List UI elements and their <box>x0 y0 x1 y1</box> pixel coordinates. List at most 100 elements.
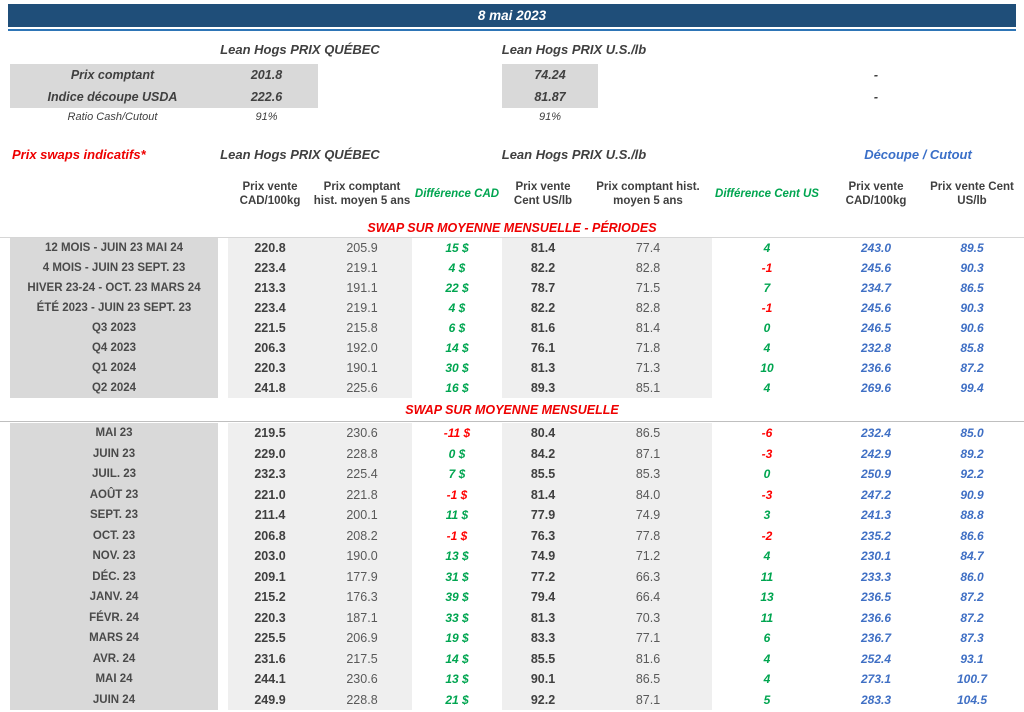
row-label: 4 MOIS - JUIN 23 SEPT. 23 <box>10 258 218 278</box>
cell-prix-vente-cad: 209.1 <box>228 566 312 587</box>
cell-prix-comptant-hist-cad: 191.1 <box>312 278 412 298</box>
cell-prix-comptant-hist-cad: 225.6 <box>312 378 412 398</box>
cell-prix-vente-cad: 225.5 <box>228 628 312 649</box>
cell-prix-comptant-hist-us: 86.5 <box>584 669 712 690</box>
row-label: OCT. 23 <box>10 525 218 546</box>
summary-value-us: 74.24 <box>502 64 598 86</box>
summary-value-us: 81.87 <box>502 86 598 108</box>
cell-cutout-cad: 245.6 <box>860 301 892 315</box>
cell-cutout-cad: 236.7 <box>860 631 892 646</box>
cell-prix-vente-cad: 220.8 <box>228 238 312 258</box>
cell-difference-us: 4 <box>763 549 771 564</box>
table-row: AOÛT 23 221.0 221.8 -1 $ 81.4 84.0 -3 24… <box>10 484 1014 505</box>
cell-prix-comptant-hist-us: 71.2 <box>584 546 712 567</box>
cell-difference-cad: 13 $ <box>445 549 469 564</box>
cell-cutout-cad: 246.5 <box>860 321 892 335</box>
cell-prix-vente-us: 77.9 <box>502 505 584 526</box>
cell-cutout-cad: 273.1 <box>860 672 892 687</box>
cell-difference-cad: 39 $ <box>445 590 469 605</box>
cell-difference-us: 4 <box>763 241 771 255</box>
table-row: SEPT. 23 211.4 200.1 11 $ 77.9 74.9 3 24… <box>10 505 1014 526</box>
cell-difference-us: 7 <box>763 281 771 295</box>
cell-prix-vente-us: 82.2 <box>502 298 584 318</box>
cell-prix-vente-cad: 221.0 <box>228 484 312 505</box>
table-row: JUIN 24 249.9 228.8 21 $ 92.2 87.1 5 283… <box>10 689 1014 710</box>
cell-prix-vente-cad: 206.8 <box>228 525 312 546</box>
col-header-difference-us: Différence Cent US <box>715 187 819 200</box>
cell-difference-us: 4 <box>763 341 771 355</box>
col-header-cutout-us: Prix vente Cent US/lb <box>930 180 1014 207</box>
cell-prix-vente-cad: 220.3 <box>228 607 312 628</box>
row-label: JUIL. 23 <box>10 464 218 485</box>
section-header-periodes: SWAP SUR MOYENNE MENSUELLE - PÉRIODES <box>367 221 657 235</box>
swaps-title: Prix swaps indicatifs* <box>12 147 146 162</box>
cell-prix-comptant-hist-us: 71.3 <box>584 358 712 378</box>
cell-cutout-cad: 233.3 <box>860 569 892 584</box>
cell-difference-cad: 14 $ <box>445 651 469 666</box>
cell-prix-comptant-hist-cad: 176.3 <box>312 587 412 608</box>
table-row: NOV. 23 203.0 190.0 13 $ 74.9 71.2 4 230… <box>10 546 1014 567</box>
col-header-difference-cad: Différence CAD <box>414 187 500 200</box>
summary-value-quebec: 201.8 <box>215 64 318 86</box>
cell-cutout-us: 92.2 <box>960 467 984 482</box>
row-label: Q4 2023 <box>10 338 218 358</box>
cell-cutout-cad: 283.3 <box>860 692 892 707</box>
cell-prix-vente-cad: 215.2 <box>228 587 312 608</box>
cell-prix-vente-us: 81.4 <box>502 484 584 505</box>
row-label: MAI 23 <box>10 423 218 444</box>
cell-cutout-cad: 232.4 <box>860 426 892 441</box>
table-row: MAI 23 219.5 230.6 -11 $ 80.4 86.5 -6 23… <box>10 423 1014 444</box>
cell-prix-vente-cad: 231.6 <box>228 648 312 669</box>
cell-difference-cad: 6 $ <box>448 321 466 335</box>
summary-us-header: Lean Hogs PRIX U.S./lb <box>501 42 647 57</box>
table-row: MAI 24 244.1 230.6 13 $ 90.1 86.5 4 273.… <box>10 669 1014 690</box>
cell-prix-vente-us: 78.7 <box>502 278 584 298</box>
cell-prix-comptant-hist-cad: 192.0 <box>312 338 412 358</box>
cell-prix-comptant-hist-us: 70.3 <box>584 607 712 628</box>
row-label: FÉVR. 24 <box>10 607 218 628</box>
row-label: Q2 2024 <box>10 378 218 398</box>
cell-difference-us: -2 <box>761 528 773 543</box>
cell-prix-vente-us: 74.9 <box>502 546 584 567</box>
cell-prix-comptant-hist-cad: 177.9 <box>312 566 412 587</box>
cell-cutout-us: 87.2 <box>960 610 984 625</box>
cell-difference-cad: 16 $ <box>445 381 469 395</box>
cell-prix-vente-us: 89.3 <box>502 378 584 398</box>
cell-prix-comptant-hist-us: 77.8 <box>584 525 712 546</box>
cell-prix-vente-cad: 213.3 <box>228 278 312 298</box>
cell-difference-cad: 15 $ <box>445 241 469 255</box>
row-label: HIVER 23-24 - OCT. 23 MARS 24 <box>10 278 218 298</box>
summary-value-quebec: 222.6 <box>215 86 318 108</box>
cell-difference-us: 4 <box>763 651 771 666</box>
cell-prix-vente-us: 77.2 <box>502 566 584 587</box>
row-label: MARS 24 <box>10 628 218 649</box>
swap-table-periodes: 12 MOIS - JUIN 23 MAI 24 220.8 205.9 15 … <box>10 238 1014 398</box>
cell-cutout-cad: 245.6 <box>860 261 892 275</box>
cell-cutout-cad: 252.4 <box>860 651 892 666</box>
cell-difference-cad: 4 $ <box>448 261 466 275</box>
cell-prix-vente-us: 79.4 <box>502 587 584 608</box>
cell-difference-cad: 21 $ <box>445 692 469 707</box>
cell-prix-comptant-hist-cad: 187.1 <box>312 607 412 628</box>
cell-difference-us: 3 <box>763 508 771 523</box>
cell-prix-vente-us: 81.6 <box>502 318 584 338</box>
col-header-prix-vente-us: Prix vente Cent US/lb <box>513 180 573 207</box>
cell-cutout-us: 90.9 <box>960 487 984 502</box>
cell-difference-us: 4 <box>763 672 771 687</box>
cell-prix-vente-us: 76.1 <box>502 338 584 358</box>
section-header-mensuelle: SWAP SUR MOYENNE MENSUELLE <box>405 403 619 417</box>
cell-cutout-us: 84.7 <box>960 549 984 564</box>
table-row: Q4 2023 206.3 192.0 14 $ 76.1 71.8 4 232… <box>10 338 1014 358</box>
cell-difference-us: 4 <box>763 381 771 395</box>
cell-difference-cad: -1 $ <box>446 487 468 502</box>
cell-cutout-us: 85.0 <box>960 426 984 441</box>
cell-prix-comptant-hist-cad: 206.9 <box>312 628 412 649</box>
table-row: MARS 24 225.5 206.9 19 $ 83.3 77.1 6 236… <box>10 628 1014 649</box>
cell-cutout-us: 88.8 <box>960 508 984 523</box>
cell-cutout-us: 93.1 <box>960 651 984 666</box>
table-row: JUIL. 23 232.3 225.4 7 $ 85.5 85.3 0 250… <box>10 464 1014 485</box>
report-date: 8 mai 2023 <box>477 8 547 23</box>
cell-cutout-cad: 234.7 <box>860 281 892 295</box>
col-header-cutout-cad: Prix vente CAD/100kg <box>845 180 907 207</box>
cell-difference-us: 0 <box>763 467 771 482</box>
